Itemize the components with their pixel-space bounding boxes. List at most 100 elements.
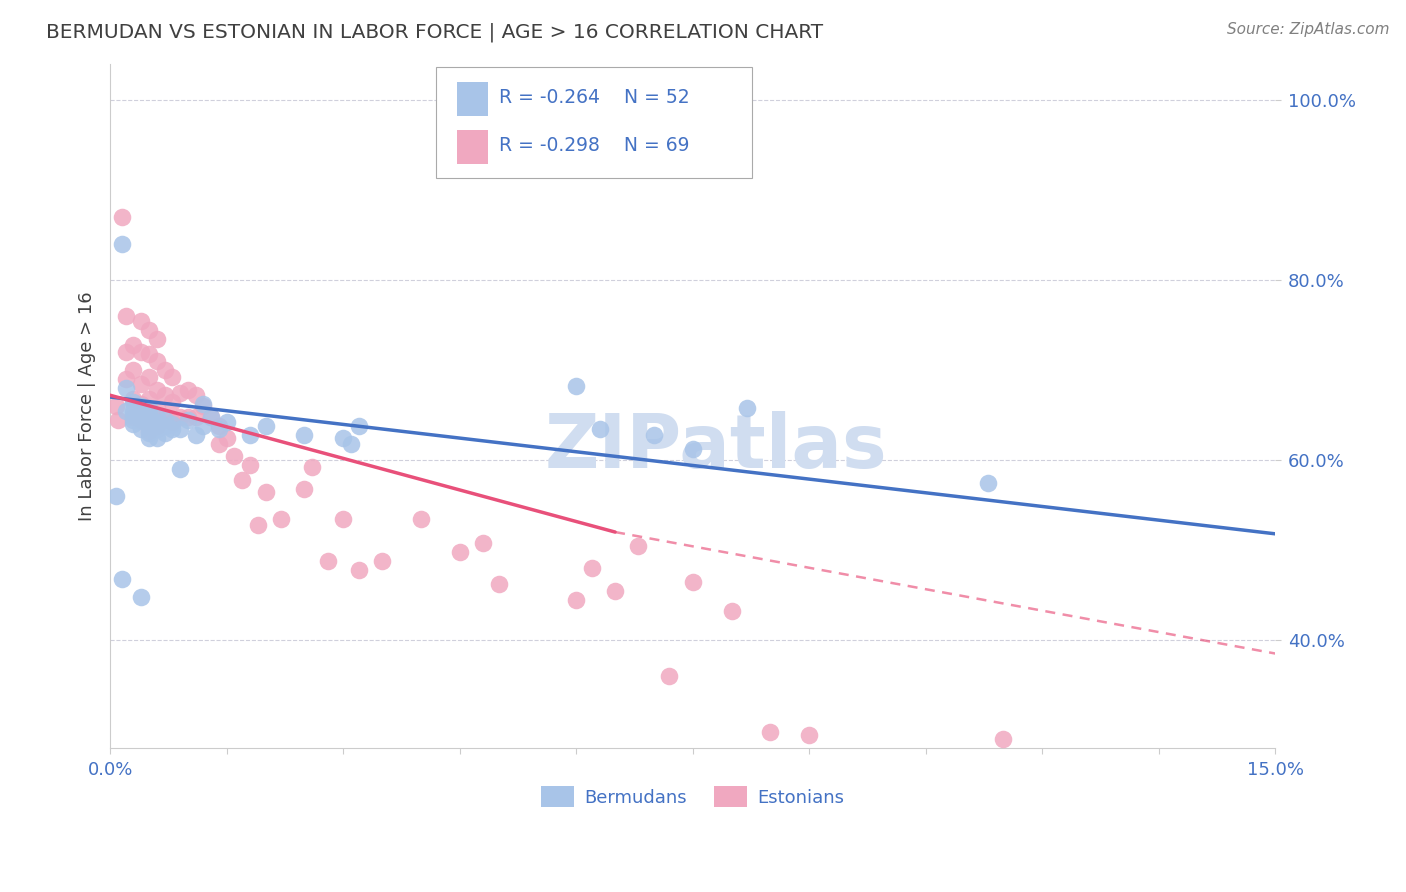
Point (129, 397, 152, 411)
Point (162, 370, 184, 384)
Point (799, 727, 821, 741)
Point (301, 460, 323, 475)
Point (208, 421, 231, 435)
Point (138, 412, 160, 426)
Point (122, 408, 145, 422)
Point (472, 536, 495, 550)
Point (270, 511, 292, 525)
Text: Source: ZipAtlas.com: Source: ZipAtlas.com (1226, 22, 1389, 37)
Point (122, 363, 145, 377)
Point (105, 399, 128, 413)
Point (145, 415, 167, 429)
Point (184, 409, 207, 424)
Point (111, 572, 134, 586)
Point (111, 210, 134, 224)
Point (114, 403, 136, 417)
Point (138, 322, 160, 336)
Point (565, 592, 588, 607)
Y-axis label: In Labor Force | Age > 16: In Labor Force | Age > 16 (79, 291, 96, 521)
Point (603, 583, 626, 598)
Point (993, 732, 1015, 747)
Point (332, 431, 354, 445)
Point (215, 431, 238, 445)
Point (145, 354, 167, 368)
Point (138, 431, 160, 445)
Point (122, 409, 145, 424)
Point (129, 403, 152, 417)
Point (347, 418, 370, 433)
Point (184, 427, 207, 442)
Point (122, 394, 145, 409)
Point (153, 409, 176, 424)
Point (193, 399, 215, 413)
Point (169, 409, 191, 424)
Point (111, 237, 134, 252)
Point (177, 383, 200, 397)
Point (340, 437, 363, 451)
Point (129, 414, 152, 428)
Point (138, 424, 160, 438)
Point (122, 403, 145, 417)
Point (735, 401, 758, 415)
Point (138, 425, 160, 440)
Point (114, 345, 136, 359)
Point (114, 309, 136, 323)
Point (129, 376, 152, 391)
Point (627, 539, 650, 553)
Point (254, 484, 277, 499)
Point (371, 554, 394, 568)
Point (145, 383, 167, 397)
Point (114, 372, 136, 386)
Point (129, 399, 152, 413)
Point (122, 417, 145, 431)
Point (224, 449, 246, 463)
Point (200, 409, 222, 424)
Point (129, 590, 152, 604)
Point (107, 412, 129, 426)
Point (977, 475, 1000, 490)
Point (254, 418, 277, 433)
Point (169, 462, 191, 476)
Point (138, 418, 160, 433)
Point (239, 427, 262, 442)
Point (177, 412, 200, 426)
Point (153, 363, 176, 377)
Point (138, 392, 160, 406)
Point (588, 421, 610, 435)
Point (122, 338, 145, 352)
Point (239, 458, 262, 472)
Point (169, 421, 191, 435)
Point (145, 401, 167, 415)
Point (643, 427, 665, 442)
Point (145, 421, 167, 435)
Text: R = -0.264    N = 52: R = -0.264 N = 52 (499, 88, 690, 107)
Point (292, 427, 315, 442)
Point (145, 409, 167, 424)
Point (658, 669, 681, 683)
Point (138, 408, 160, 422)
Point (169, 385, 191, 400)
Point (759, 724, 782, 739)
Point (682, 442, 704, 457)
Point (138, 370, 160, 384)
Point (162, 394, 184, 409)
Text: BERMUDAN VS ESTONIAN IN LABOR FORCE | AGE > 16 CORRELATION CHART: BERMUDAN VS ESTONIAN IN LABOR FORCE | AG… (46, 22, 824, 42)
Point (193, 397, 215, 411)
Point (145, 418, 167, 433)
Point (129, 412, 152, 426)
Point (114, 381, 136, 395)
Point (316, 554, 339, 568)
Point (682, 574, 704, 589)
Point (246, 517, 269, 532)
Point (105, 489, 128, 503)
Point (215, 415, 238, 429)
Point (162, 421, 184, 435)
Point (138, 408, 160, 422)
Point (449, 545, 471, 559)
Point (162, 415, 184, 429)
Point (332, 511, 354, 525)
Point (565, 379, 588, 393)
Point (231, 473, 253, 487)
Point (138, 347, 160, 361)
Point (347, 563, 370, 577)
